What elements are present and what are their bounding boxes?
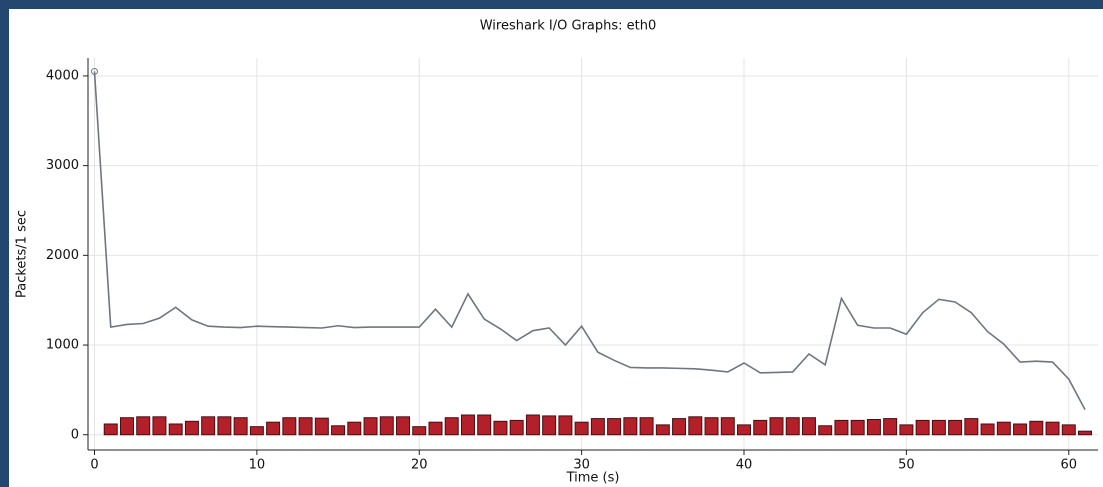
bar <box>688 416 703 436</box>
bar <box>460 414 475 436</box>
bar <box>233 417 248 436</box>
bar <box>103 423 118 436</box>
bar <box>1078 430 1093 436</box>
bar <box>639 417 654 436</box>
bar <box>298 417 313 436</box>
bar <box>785 417 800 436</box>
bar <box>379 416 394 436</box>
bar <box>184 420 199 436</box>
y-tick-label: 1000 <box>46 338 79 353</box>
bar <box>737 424 752 436</box>
bar <box>1013 423 1028 436</box>
x-tick-label: 50 <box>898 458 915 473</box>
bar <box>217 416 232 436</box>
bar <box>866 419 881 436</box>
bar <box>249 426 264 436</box>
bar <box>818 425 833 436</box>
bar <box>347 421 362 436</box>
bar <box>931 419 946 436</box>
x-tick-label: 0 <box>90 458 98 473</box>
bar <box>493 420 508 436</box>
y-tick-label: 0 <box>71 427 79 442</box>
bar <box>980 423 995 436</box>
bar <box>769 417 784 436</box>
bar <box>428 421 443 436</box>
bar <box>915 419 930 436</box>
bar <box>152 416 167 436</box>
bar <box>314 417 329 436</box>
bar <box>899 424 914 436</box>
x-tick-label: 10 <box>249 458 266 473</box>
bar <box>412 426 427 436</box>
bar <box>1029 420 1044 436</box>
bar <box>655 424 670 436</box>
bar <box>720 417 735 436</box>
x-tick-label: 60 <box>1060 458 1077 473</box>
bar <box>558 415 573 436</box>
bar <box>542 415 557 436</box>
bar <box>282 417 297 436</box>
bar <box>331 425 346 436</box>
x-tick-label: 30 <box>573 458 590 473</box>
bar <box>477 414 492 436</box>
bar <box>201 416 216 436</box>
bar <box>996 421 1011 436</box>
bar <box>1061 424 1076 436</box>
bar <box>704 417 719 436</box>
x-tick-label: 40 <box>736 458 753 473</box>
chart-title: Wireshark I/O Graphs: eth0 <box>480 19 657 34</box>
line <box>93 71 1086 411</box>
bar <box>753 419 768 436</box>
bar <box>396 416 411 436</box>
bar <box>168 423 183 436</box>
bar <box>801 417 816 436</box>
bar <box>266 421 281 436</box>
bar <box>590 418 605 436</box>
point-marker <box>90 67 98 75</box>
bar <box>136 416 151 436</box>
bar <box>623 417 638 436</box>
bar <box>948 419 963 436</box>
bar <box>672 418 687 436</box>
x-tick-label: 20 <box>411 458 428 473</box>
bar <box>1045 421 1060 436</box>
bar <box>883 418 898 436</box>
y-tick-label: 2000 <box>46 248 79 263</box>
bar <box>525 414 540 436</box>
bar <box>119 417 134 436</box>
y-tick-label: 4000 <box>46 68 79 83</box>
bar <box>964 418 979 436</box>
y-axis-label: Packets/1 sec <box>15 210 30 298</box>
y-tick-label: 3000 <box>46 158 79 173</box>
bar <box>363 417 378 436</box>
bar <box>509 419 524 436</box>
panel <box>9 9 1103 487</box>
bar <box>834 419 849 436</box>
bar <box>444 417 459 436</box>
x-axis-label: Time (s) <box>566 471 620 486</box>
bar <box>574 421 589 436</box>
bar <box>607 418 622 436</box>
bar <box>850 419 865 436</box>
